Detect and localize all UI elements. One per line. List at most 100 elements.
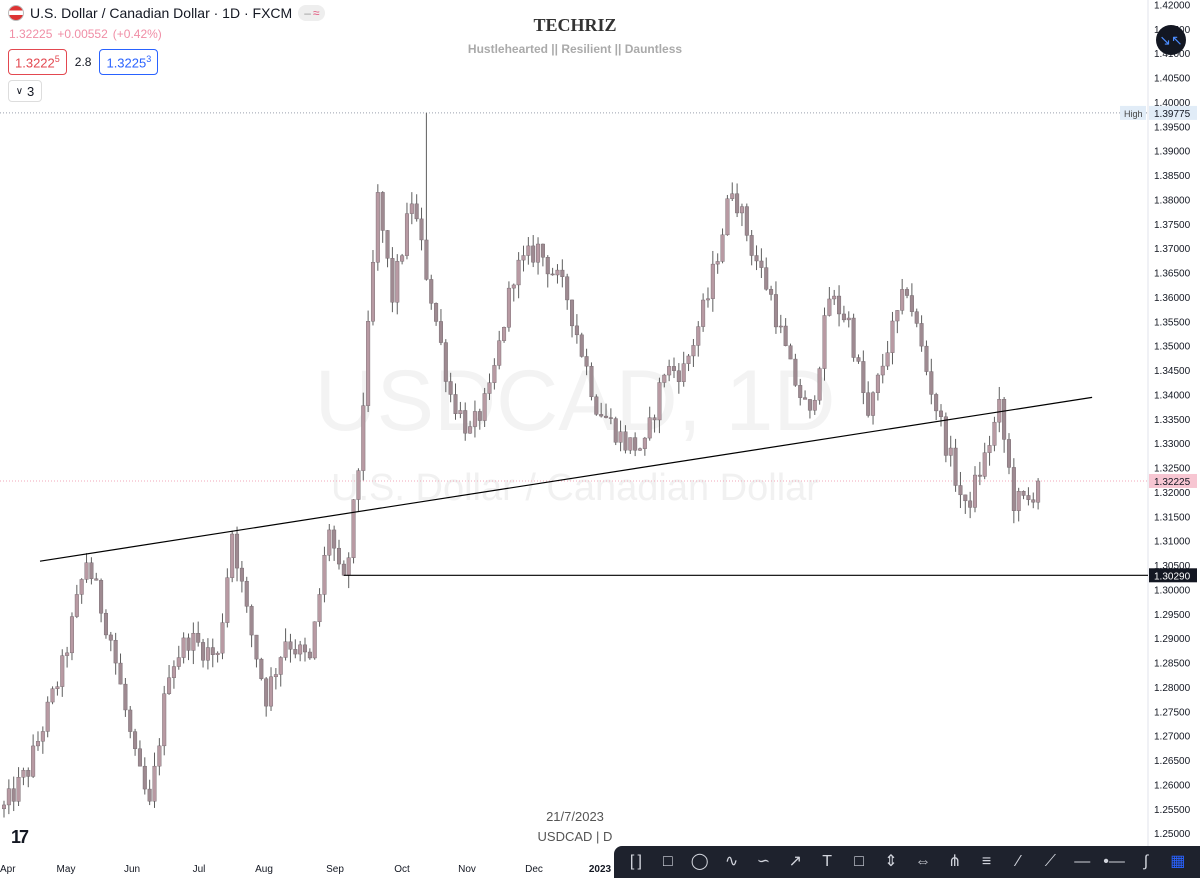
symbol-title[interactable]: U.S. Dollar / Canadian Dollar · 1D · FXC…	[30, 5, 293, 21]
candle-body	[837, 295, 842, 315]
y-tick-label: 1.32500	[1154, 464, 1191, 475]
candle-body	[536, 243, 541, 263]
current-price-bg	[1149, 473, 1197, 488]
callout-icon[interactable]: □	[854, 853, 864, 870]
y-tick-label: 1.29500	[1154, 610, 1191, 621]
y-tick-label: 1.25500	[1154, 805, 1191, 816]
horizontal-line-icon[interactable]: —	[1074, 853, 1091, 870]
candle-body	[841, 313, 846, 321]
date-range-icon[interactable]: ⇔	[914, 853, 931, 870]
drawn-lines[interactable]	[39, 396, 1148, 576]
y-tick-label: 1.33500	[1154, 415, 1191, 426]
candle-body	[419, 218, 424, 241]
y-tick-label: 1.40500	[1154, 74, 1191, 85]
status-pill[interactable]: – ≈	[298, 5, 326, 21]
candle-body	[555, 269, 560, 276]
candle-body	[963, 494, 968, 502]
bracket-icon[interactable]: [ ]	[629, 853, 642, 870]
candle-body	[638, 448, 643, 451]
candle-body	[1031, 499, 1036, 503]
candle-body	[953, 447, 958, 486]
price-axis[interactable]: 1.420001.415001.410001.405001.400001.395…	[1154, 0, 1191, 864]
curve-icon[interactable]: ∽	[756, 853, 771, 870]
trade-buttons: 1.32225 2.8 1.32253	[8, 49, 159, 76]
candle-body	[283, 641, 288, 658]
polyline-icon[interactable]: ∿	[724, 853, 739, 870]
candle-body	[443, 342, 448, 382]
trend-line[interactable]	[39, 396, 1093, 562]
candle-body	[574, 325, 579, 336]
candle-body	[521, 255, 526, 261]
price-range-icon[interactable]: ⇕	[884, 853, 898, 870]
candle-body	[152, 765, 157, 802]
candle-body	[327, 529, 332, 556]
candle-body	[375, 192, 380, 263]
extended-line-icon[interactable]: ⟋	[1044, 853, 1056, 870]
candle-body	[472, 411, 477, 427]
candle-body	[647, 417, 652, 439]
candle-body	[239, 567, 244, 582]
candle-body	[832, 295, 837, 300]
rectangle-icon[interactable]: □	[662, 853, 673, 870]
author-subtitle: Hustlehearted || Resilient || Dauntless	[467, 42, 683, 56]
pitchfork-icon[interactable]: ⋔	[947, 853, 962, 870]
candle-body	[681, 363, 686, 382]
candle-body	[948, 447, 953, 456]
candle-body	[861, 361, 866, 393]
candle-body	[147, 788, 152, 802]
candle-body	[817, 368, 822, 401]
candle-body	[235, 533, 240, 569]
indicators-toggle[interactable]: ∨ 3	[8, 80, 42, 102]
candle-body	[288, 641, 293, 650]
horizontal-ray-icon[interactable]: •—	[1103, 853, 1125, 870]
candle-body	[783, 325, 788, 346]
candle-body	[341, 563, 346, 576]
candle-body	[254, 634, 259, 660]
candle-body	[249, 606, 254, 636]
candle-body	[74, 594, 79, 617]
circle-icon[interactable]: ◯	[690, 853, 709, 870]
candle-body	[69, 616, 74, 654]
candles-group	[2, 112, 1041, 818]
x-tick-label: 2023	[589, 864, 612, 875]
candle-body	[215, 652, 220, 655]
collapse-icon[interactable]: ↘↖	[1156, 25, 1186, 55]
y-tick-label: 1.34500	[1154, 366, 1191, 377]
last-price: 1.32225	[9, 27, 53, 41]
candle-body	[385, 230, 390, 259]
grid-icon[interactable]: ▦	[1170, 853, 1186, 870]
x-tick-label: Apr	[0, 864, 16, 875]
candle-body	[404, 213, 409, 256]
y-tick-label: 1.27000	[1154, 732, 1191, 743]
candle-body	[914, 311, 919, 324]
candle-body	[710, 263, 715, 299]
candle-body	[278, 657, 283, 675]
candle-body	[273, 674, 278, 678]
text-icon[interactable]: T	[822, 853, 833, 870]
candle-body	[477, 411, 482, 421]
sell-button[interactable]: 1.32225	[8, 49, 67, 76]
candle-body	[220, 622, 225, 654]
symbol-header[interactable]: U.S. Dollar / Canadian Dollar · 1D · FXC…	[8, 5, 326, 21]
candle-body	[55, 686, 60, 689]
candle-body	[812, 399, 817, 411]
candle-body	[715, 261, 720, 265]
path-icon[interactable]: ∫	[1143, 853, 1149, 870]
candle-body	[60, 655, 65, 687]
parallel-channel-icon[interactable]: ≡	[981, 853, 992, 870]
candle-body	[691, 345, 696, 357]
candle-body	[264, 678, 269, 707]
candle-body	[390, 258, 395, 303]
time-axis[interactable]: Apr May Jun Jul Aug Sep Oct Nov Dec 2023	[0, 864, 612, 875]
author-title: TECHRIZ	[533, 15, 617, 35]
candle-body	[511, 284, 516, 289]
trend-line-icon[interactable]: ∕	[1017, 853, 1020, 870]
ray-icon[interactable]: ↗	[788, 853, 803, 870]
candle-body	[458, 410, 463, 414]
tradingview-logo[interactable]: 17	[11, 827, 29, 847]
buy-button[interactable]: 1.32253	[99, 49, 159, 76]
y-tick-label: 1.28500	[1154, 659, 1191, 670]
y-tick-label: 1.33000	[1154, 439, 1191, 450]
candle-body	[759, 260, 764, 268]
